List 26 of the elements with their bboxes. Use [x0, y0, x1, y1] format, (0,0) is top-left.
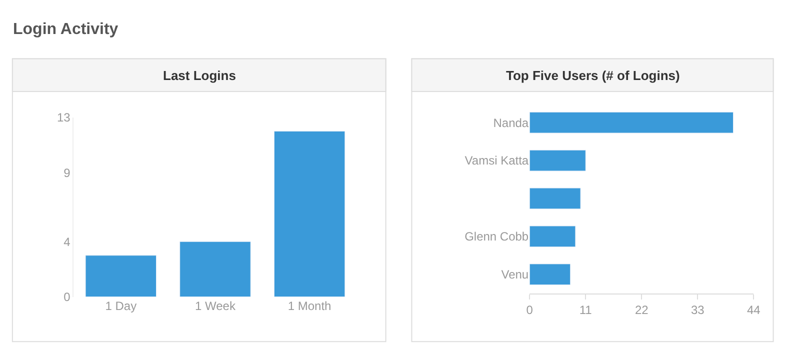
bar — [530, 188, 581, 210]
x-tick-label: 1 Week — [194, 298, 236, 313]
x-tick-label: 33 — [690, 302, 705, 317]
y-tick-label: 0 — [64, 290, 71, 304]
x-tick-label: 1 Month — [288, 298, 332, 313]
bar — [530, 112, 734, 134]
chart-title: Top Five Users (# of Logins) — [506, 68, 680, 83]
bar — [274, 130, 346, 297]
x-tick-label: 11 — [579, 302, 592, 317]
y-tick-label: 4 — [64, 234, 71, 249]
bar — [530, 150, 586, 172]
y-tick-label: 13 — [56, 110, 71, 125]
x-tick-label: 44 — [746, 302, 761, 317]
bar — [85, 255, 157, 297]
chart-subtitle: Last Logins — [163, 68, 236, 83]
bar — [530, 264, 571, 286]
chart-title: Login Activity — [13, 21, 118, 38]
y-tick-label: Venu — [501, 268, 529, 282]
y-tick-label: Glenn Cobb — [464, 230, 529, 244]
x-tick-label: 1 Day — [105, 298, 137, 313]
y-tick-label: 9 — [64, 166, 71, 180]
y-tick-label: Vamsi Katta — [464, 154, 529, 168]
bar — [530, 226, 576, 248]
y-tick-label: Nanda — [493, 116, 529, 130]
x-tick-label: 22 — [634, 302, 649, 317]
bar — [180, 241, 251, 297]
